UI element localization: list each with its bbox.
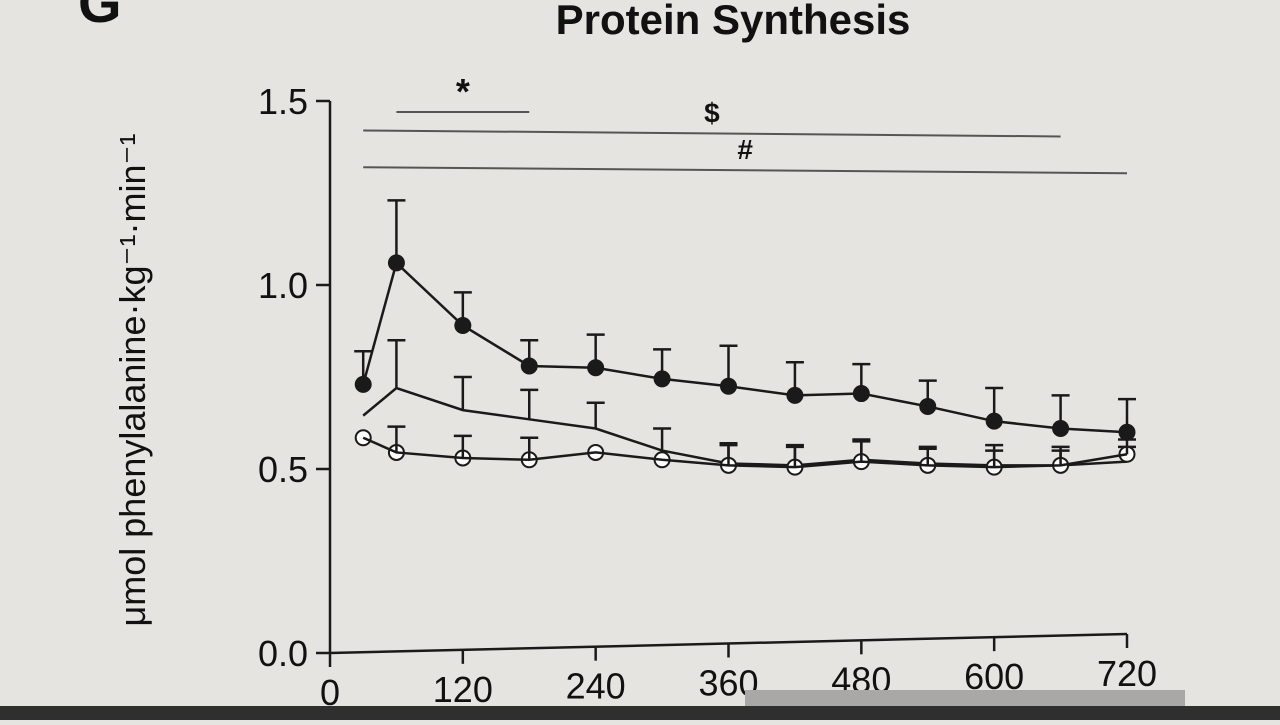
significance-symbol: #: [737, 134, 753, 165]
significance-bar: [363, 166, 1128, 175]
plot-area: [354, 199, 1136, 476]
data-point: [852, 385, 870, 403]
x-tick-label: 0: [320, 672, 340, 713]
series-2: [354, 338, 1136, 476]
x-tick-label: 120: [433, 669, 493, 710]
series-line: [362, 260, 1128, 434]
significance-annotations: * $ #: [363, 71, 1128, 175]
series-1: [354, 199, 1136, 441]
y-tick-label: 1.5: [258, 81, 308, 122]
significance-symbol: $: [704, 97, 720, 128]
data-point: [454, 316, 472, 334]
panel-letter: G: [78, 0, 122, 34]
data-point: [919, 397, 937, 415]
data-point: [786, 386, 804, 404]
y-axis-label: μmol phenylalanine·kg⁻¹·min⁻¹: [112, 134, 153, 627]
data-point: [985, 412, 1003, 430]
data-point: [587, 359, 605, 377]
series-line: [362, 386, 1128, 467]
series-line: [362, 436, 1128, 469]
data-point: [354, 375, 372, 393]
data-point: [653, 370, 671, 388]
y-tick-label: 0.0: [258, 633, 308, 674]
x-tick-label: 240: [566, 666, 626, 707]
data-point: [1052, 420, 1070, 438]
significance-symbol: *: [456, 71, 470, 112]
data-point: [720, 377, 737, 395]
data-point: [387, 254, 405, 272]
data-point: [1118, 423, 1136, 441]
screen-bottom-bar: [0, 706, 1280, 720]
significance-bar: [363, 129, 1061, 138]
series-3: [362, 425, 1136, 469]
y-tick-label: 0.5: [258, 449, 308, 490]
axes: 0.00.51.01.50 120 240 360 480 600 720: [258, 81, 1157, 713]
y-tick-label: 1.0: [258, 265, 308, 306]
x-tick-label: 720: [1097, 653, 1157, 694]
data-point: [520, 357, 538, 375]
chart-title: Protein Synthesis: [556, 0, 911, 43]
